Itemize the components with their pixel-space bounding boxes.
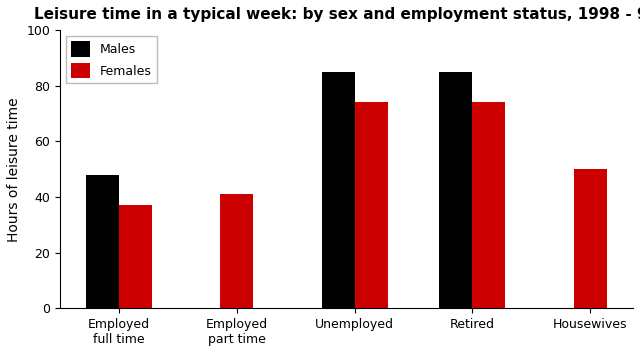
Bar xyxy=(573,169,607,308)
Bar xyxy=(440,72,472,308)
Bar xyxy=(322,72,355,308)
Title: Leisure time in a typical week: by sex and employment status, 1998 - 99: Leisure time in a typical week: by sex a… xyxy=(35,7,640,22)
Bar xyxy=(355,102,388,308)
Y-axis label: Hours of leisure time: Hours of leisure time xyxy=(7,97,21,241)
Legend: Males, Females: Males, Females xyxy=(67,36,157,83)
Bar xyxy=(220,194,253,308)
Bar xyxy=(86,175,119,308)
Bar xyxy=(472,102,506,308)
Bar xyxy=(119,205,152,308)
